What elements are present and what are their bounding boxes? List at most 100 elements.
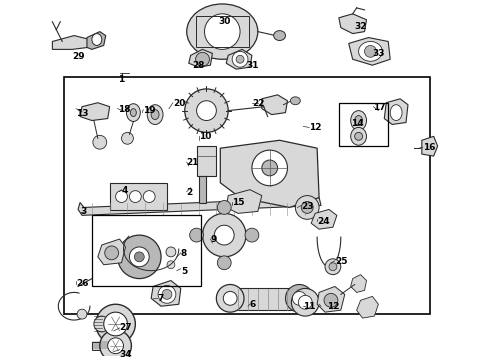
Text: 5: 5	[181, 267, 187, 276]
Ellipse shape	[262, 160, 278, 176]
Ellipse shape	[286, 284, 313, 312]
Ellipse shape	[292, 288, 319, 316]
Polygon shape	[98, 239, 125, 265]
Bar	[196, 146, 217, 176]
Ellipse shape	[232, 51, 248, 67]
Text: 31: 31	[246, 61, 259, 70]
Text: 11: 11	[303, 302, 316, 311]
Ellipse shape	[151, 110, 159, 120]
Ellipse shape	[202, 213, 246, 257]
Ellipse shape	[291, 97, 300, 105]
Ellipse shape	[158, 285, 176, 303]
Text: 15: 15	[232, 198, 245, 207]
Ellipse shape	[104, 312, 127, 336]
Text: 12: 12	[309, 123, 322, 132]
Polygon shape	[226, 190, 262, 213]
Text: 7: 7	[157, 294, 164, 303]
Polygon shape	[422, 136, 438, 156]
Text: 18: 18	[118, 105, 130, 114]
Polygon shape	[87, 32, 106, 49]
Ellipse shape	[365, 45, 376, 57]
Ellipse shape	[252, 150, 288, 186]
Text: 25: 25	[335, 257, 347, 266]
Ellipse shape	[351, 111, 367, 130]
Text: 23: 23	[301, 202, 314, 211]
Text: 8: 8	[181, 249, 187, 258]
Ellipse shape	[273, 31, 286, 41]
Ellipse shape	[390, 105, 402, 121]
Text: 17: 17	[373, 103, 386, 112]
Ellipse shape	[325, 259, 341, 275]
Text: 28: 28	[193, 61, 205, 70]
Polygon shape	[151, 280, 181, 306]
Text: 9: 9	[210, 235, 217, 244]
Polygon shape	[317, 287, 345, 312]
Polygon shape	[262, 95, 288, 114]
Ellipse shape	[196, 52, 209, 66]
Ellipse shape	[118, 235, 161, 279]
Ellipse shape	[295, 195, 319, 219]
Polygon shape	[52, 36, 90, 49]
Ellipse shape	[236, 55, 244, 63]
Ellipse shape	[293, 291, 306, 305]
Text: 1: 1	[118, 75, 124, 84]
Bar	[196, 16, 249, 48]
Ellipse shape	[116, 191, 127, 203]
Text: 32: 32	[355, 22, 367, 31]
Text: 30: 30	[219, 17, 231, 26]
Bar	[92, 342, 114, 350]
Bar	[92, 215, 200, 287]
Ellipse shape	[185, 89, 228, 132]
Ellipse shape	[167, 261, 175, 269]
Polygon shape	[384, 99, 408, 125]
Text: 21: 21	[187, 158, 199, 167]
Text: 20: 20	[173, 99, 185, 108]
Text: 2: 2	[187, 188, 193, 197]
Ellipse shape	[94, 316, 110, 332]
Text: 3: 3	[80, 207, 86, 216]
Ellipse shape	[355, 132, 363, 140]
Ellipse shape	[223, 291, 237, 305]
Ellipse shape	[245, 228, 259, 242]
Ellipse shape	[355, 116, 363, 125]
Text: 34: 34	[120, 350, 132, 359]
Polygon shape	[220, 140, 319, 207]
Polygon shape	[349, 37, 390, 65]
Polygon shape	[226, 49, 252, 69]
Ellipse shape	[218, 201, 231, 214]
Ellipse shape	[187, 4, 258, 59]
Bar	[198, 176, 206, 203]
Text: 12: 12	[327, 302, 340, 311]
Text: 29: 29	[72, 52, 85, 61]
Polygon shape	[80, 103, 110, 121]
Ellipse shape	[77, 309, 87, 319]
Ellipse shape	[324, 293, 338, 307]
Text: 13: 13	[76, 109, 89, 118]
Bar	[339, 103, 388, 146]
Ellipse shape	[147, 105, 163, 125]
Bar	[110, 183, 167, 210]
Text: 26: 26	[76, 279, 89, 288]
Ellipse shape	[129, 191, 141, 203]
Ellipse shape	[100, 330, 131, 360]
Text: 4: 4	[122, 186, 128, 195]
Text: 19: 19	[143, 106, 156, 115]
Ellipse shape	[196, 101, 217, 121]
Ellipse shape	[162, 289, 172, 299]
Text: 33: 33	[372, 49, 385, 58]
Ellipse shape	[301, 202, 313, 213]
Ellipse shape	[134, 252, 144, 262]
Ellipse shape	[143, 191, 155, 203]
Ellipse shape	[218, 256, 231, 270]
Ellipse shape	[166, 247, 176, 257]
Bar	[230, 288, 299, 310]
Polygon shape	[351, 275, 367, 292]
Ellipse shape	[126, 104, 140, 122]
Ellipse shape	[130, 109, 136, 117]
Text: 14: 14	[351, 118, 363, 127]
Ellipse shape	[96, 304, 135, 344]
Polygon shape	[357, 296, 378, 318]
Polygon shape	[189, 49, 212, 67]
Ellipse shape	[92, 33, 102, 45]
Polygon shape	[311, 210, 337, 229]
